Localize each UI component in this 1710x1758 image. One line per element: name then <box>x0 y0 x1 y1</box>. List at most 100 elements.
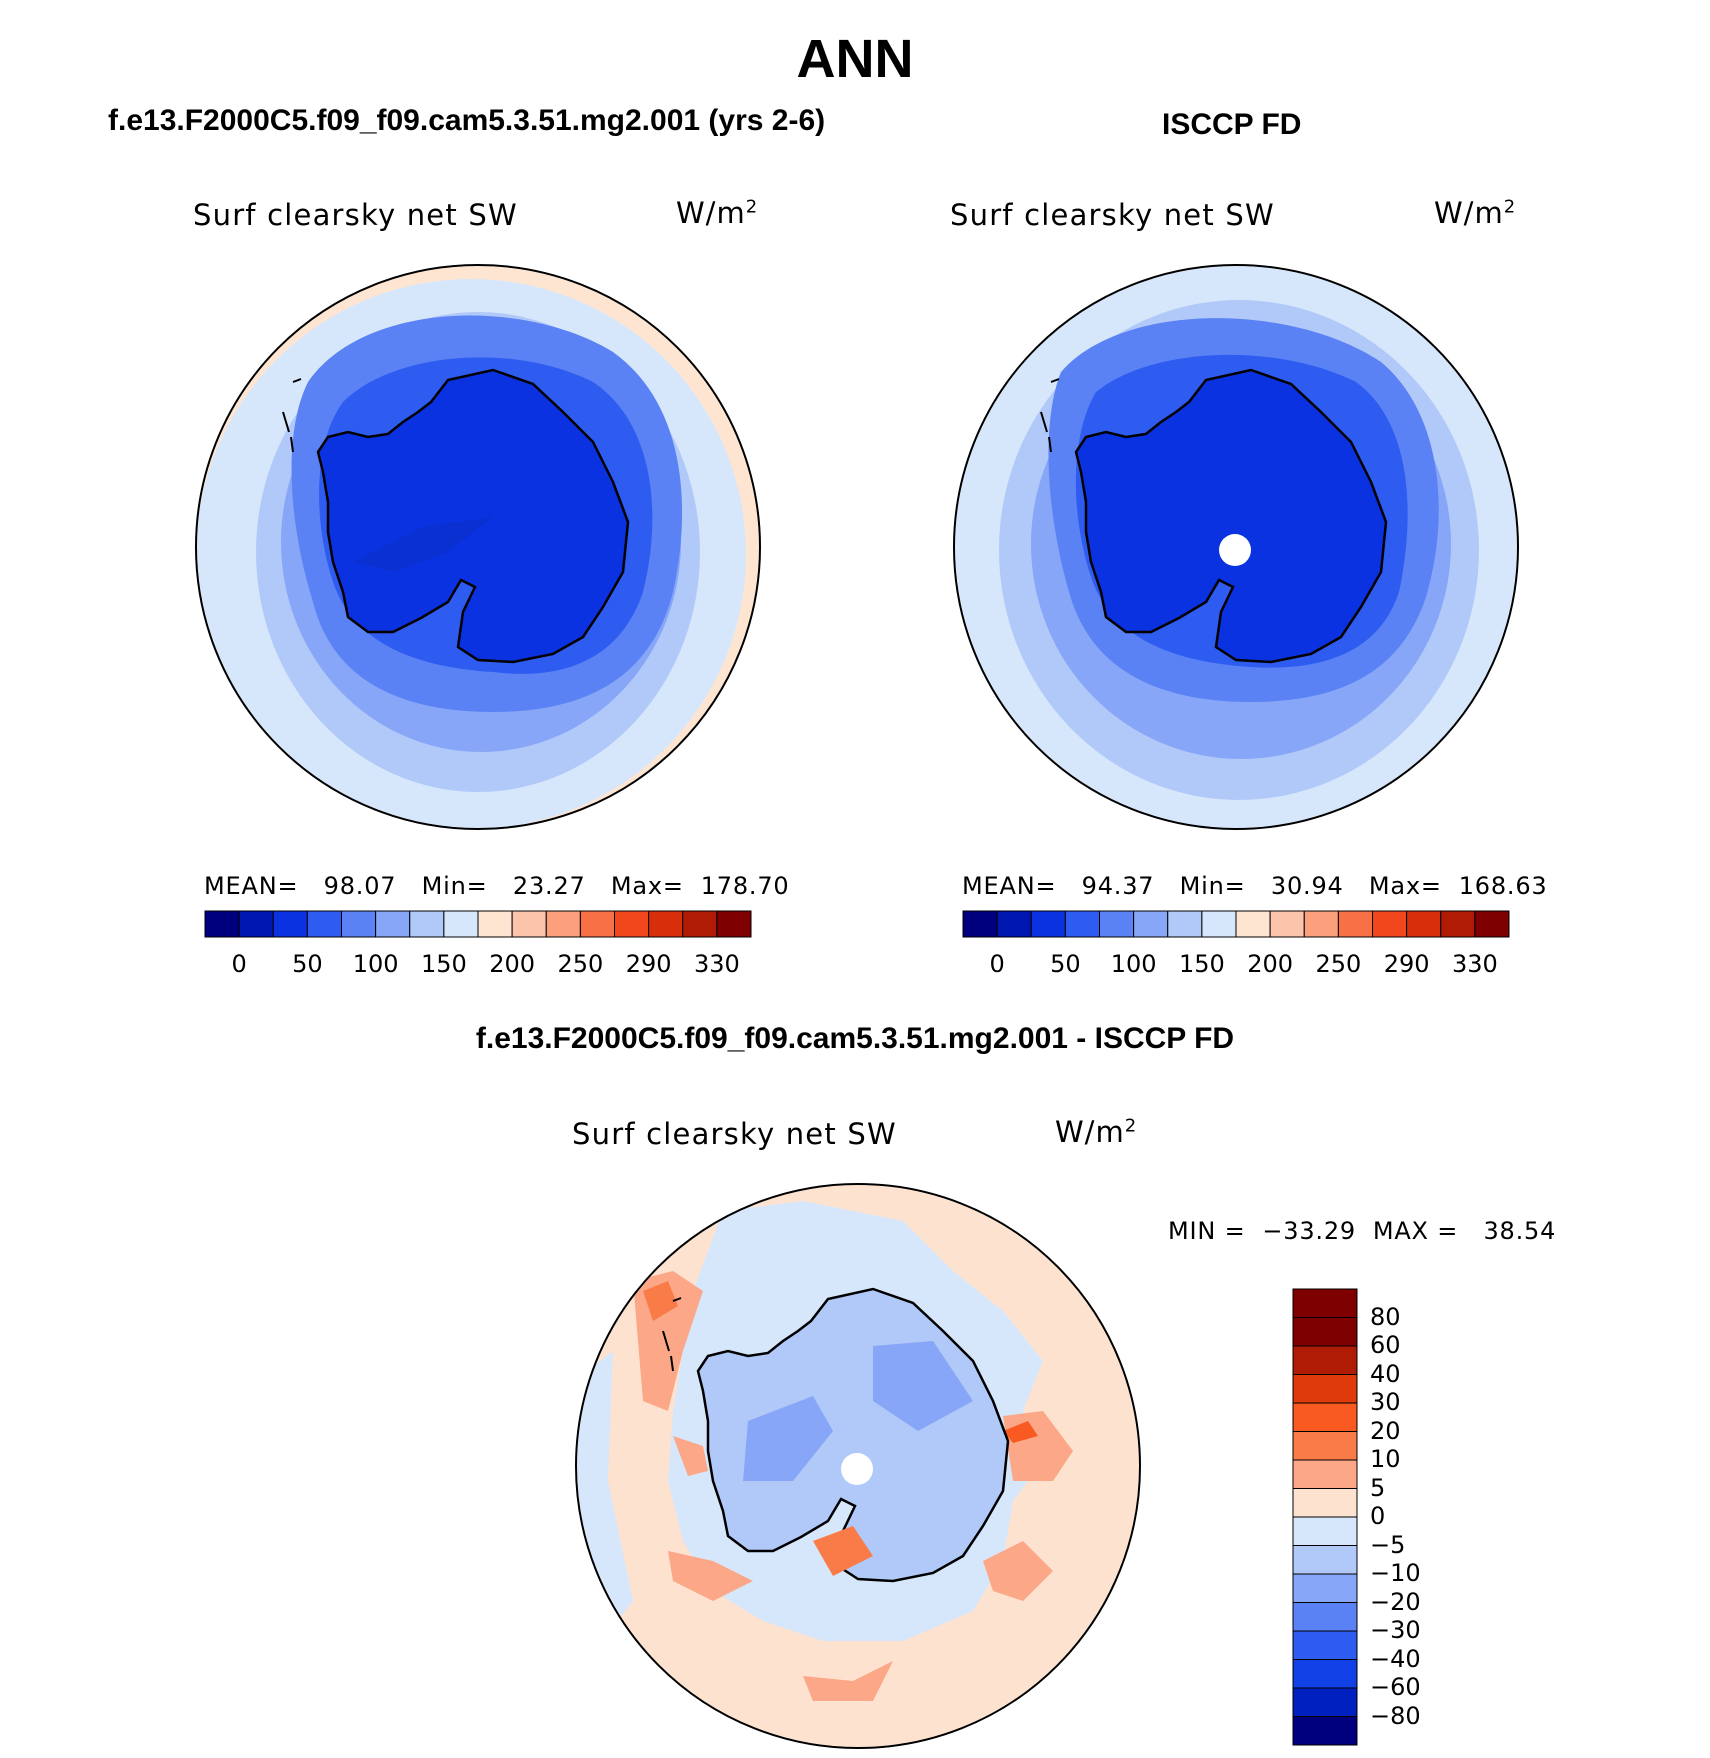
antarctica-landmass <box>316 368 630 664</box>
colorbar-tick-label: −5 <box>1370 1530 1406 1559</box>
max-label: MAX = <box>1372 1217 1459 1245</box>
colorbar-swatch <box>1440 910 1476 938</box>
colorbar-swatch <box>614 910 650 938</box>
colorbar-tick-label: 100 <box>352 950 399 978</box>
colorbar-swatch <box>443 910 479 938</box>
colorbar-tick-label: 330 <box>1451 950 1498 978</box>
panel-3-stats: MIN = −33.29 MAX = 38.54 <box>1168 1217 1556 1245</box>
max-value: 38.54 <box>1483 1217 1557 1245</box>
colorbar-swatch <box>1269 910 1305 938</box>
colorbar-swatch <box>375 910 411 938</box>
colorbar-swatch <box>716 910 752 938</box>
colorbar-swatch <box>204 910 240 938</box>
colorbar-tick-label: 50 <box>292 950 323 978</box>
colorbar-swatch <box>1292 1545 1358 1575</box>
colorbar-swatch <box>1292 1573 1358 1603</box>
colorbar-tick-label: −80 <box>1370 1701 1421 1730</box>
colorbar-tick-label: −20 <box>1370 1587 1421 1616</box>
panel-1-colorbar <box>204 910 754 945</box>
panel-2-map <box>951 262 1521 832</box>
colorbar-swatch <box>1474 910 1510 938</box>
colorbar-tick-label: 0 <box>989 950 1005 978</box>
panel-2-stats: MEAN= 94.37 Min= 30.94 Max= 168.63 <box>962 872 1547 900</box>
colorbar-tick-label: 0 <box>1370 1502 1386 1530</box>
colorbar-tick-label: 60 <box>1370 1331 1401 1359</box>
colorbar-tick-label: 5 <box>1370 1473 1386 1502</box>
max-label: Max= <box>1368 872 1442 900</box>
colorbar-swatch <box>682 910 718 938</box>
mean-label: MEAN= <box>962 872 1057 900</box>
panel-1-units: W/m2 <box>676 196 759 230</box>
max-value: 168.63 <box>1458 872 1548 900</box>
colorbar-tick-label: 250 <box>557 950 604 978</box>
min-label: Min= <box>421 872 488 900</box>
panel-2-units: W/m2 <box>1434 196 1517 230</box>
pole-hole <box>841 1453 873 1485</box>
colorbar-swatch <box>341 910 377 938</box>
colorbar-swatch <box>1337 910 1373 938</box>
colorbar-swatch <box>962 910 998 938</box>
colorbar-swatch <box>1167 910 1203 938</box>
colorbar-swatch <box>1292 1431 1358 1461</box>
colorbar-tick-label: 20 <box>1370 1416 1401 1445</box>
colorbar-swatch <box>1292 1488 1358 1518</box>
colorbar-swatch <box>996 910 1032 938</box>
colorbar-swatch <box>238 910 274 938</box>
colorbar-swatch <box>1292 1659 1358 1689</box>
colorbar-swatch <box>1235 910 1271 938</box>
min-label: Min= <box>1179 872 1246 900</box>
colorbar-swatch <box>1292 1459 1358 1489</box>
colorbar-tick-label: 290 <box>1383 950 1430 978</box>
panel-2-colorbar <box>962 910 1512 945</box>
panel-3-title: f.e13.F2000C5.f09_f09.cam5.3.51.mg2.001 … <box>475 1022 1235 1055</box>
panel-3-map <box>573 1181 1143 1751</box>
colorbar-swatch <box>1292 1516 1358 1546</box>
min-label: MIN = <box>1168 1217 1246 1245</box>
pole-hole <box>1219 534 1251 566</box>
colorbar-swatch <box>1292 1602 1358 1632</box>
colorbar-swatch <box>1292 1317 1358 1347</box>
mean-label: MEAN= <box>204 872 299 900</box>
colorbar-tick-label: 100 <box>1110 950 1157 978</box>
colorbar-tick-label: 50 <box>1050 950 1081 978</box>
colorbar-swatch <box>579 910 615 938</box>
panel-2-variable: Surf clearsky net SW <box>950 198 1275 232</box>
panel-3-variable: Surf clearsky net SW <box>572 1117 897 1151</box>
colorbar-swatch <box>1372 910 1408 938</box>
colorbar-tick-label: −60 <box>1370 1673 1421 1701</box>
colorbar-tick-label: 30 <box>1370 1388 1401 1416</box>
colorbar-tick-label: −30 <box>1370 1616 1421 1644</box>
colorbar-swatch <box>545 910 581 938</box>
colorbar-swatch <box>306 910 342 938</box>
colorbar-swatch <box>1133 910 1169 938</box>
mean-value: 94.37 <box>1081 872 1155 900</box>
colorbar-swatch <box>1292 1716 1358 1746</box>
colorbar-swatch <box>272 910 308 938</box>
colorbar-swatch <box>1406 910 1442 938</box>
colorbar-tick-label: 200 <box>489 950 536 978</box>
panel-1-title: f.e13.F2000C5.f09_f09.cam5.3.51.mg2.001 … <box>108 104 826 137</box>
colorbar-swatch <box>1292 1402 1358 1432</box>
colorbar-swatch <box>1292 1345 1358 1375</box>
panel-1-map <box>193 262 763 832</box>
min-value: −33.29 <box>1262 1217 1356 1245</box>
colorbar-tick-label: 330 <box>693 950 740 978</box>
mean-value: 98.07 <box>323 872 397 900</box>
colorbar-swatch <box>1064 910 1100 938</box>
panel-3-colorbar <box>1292 1288 1362 1753</box>
colorbar-tick-label: 290 <box>625 950 672 978</box>
colorbar-tick-label: 250 <box>1315 950 1362 978</box>
colorbar-swatch <box>1292 1630 1358 1660</box>
panel-2-title: ISCCP FD <box>1162 108 1302 141</box>
colorbar-swatch <box>648 910 684 938</box>
colorbar-swatch <box>477 910 513 938</box>
max-label: Max= <box>610 872 684 900</box>
colorbar-swatch <box>511 910 547 938</box>
colorbar-swatch <box>1099 910 1135 938</box>
panel-3-colorbar-ticks: 80 60 40 30 20 10 5 0 −5 −10 −20 −30 −40 −60 −80 <box>1370 1288 1450 1758</box>
colorbar-swatch <box>409 910 445 938</box>
antarctica-landmass <box>1074 368 1388 664</box>
colorbar-tick-label: 10 <box>1370 1445 1401 1473</box>
panel-1-colorbar-ticks: 0 50 100 150 200 250 290 330 <box>0 950 1710 982</box>
max-value: 178.70 <box>700 872 790 900</box>
